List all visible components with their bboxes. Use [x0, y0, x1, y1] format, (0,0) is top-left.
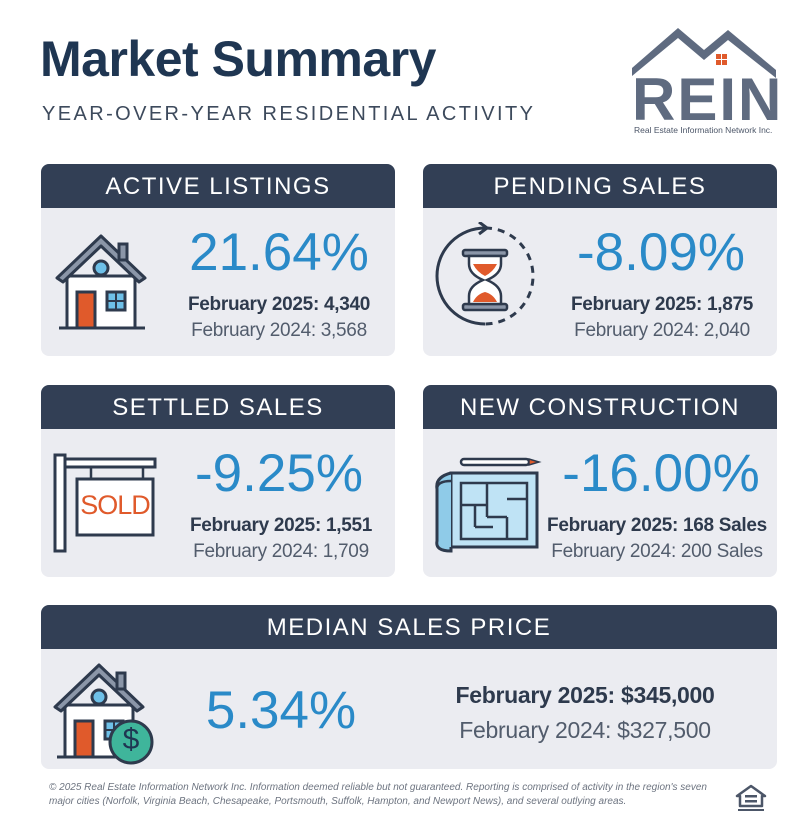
current-value: February 2025: $345,000 [435, 682, 735, 709]
percent-change: 5.34% [181, 684, 381, 737]
percent-change: -8.09% [553, 226, 769, 279]
card-pending-sales: PENDING SALES -8.09% February 2025: 1,87… [423, 164, 777, 356]
sold-sign-text: SOLD [78, 490, 152, 521]
percent-change: -9.25% [171, 447, 387, 500]
card-heading: PENDING SALES [423, 164, 777, 208]
card-heading: SETTLED SALES [41, 385, 395, 429]
logo-wordmark: REIN [632, 70, 783, 130]
card-new-construction: NEW CONSTRUCTION -16.00% February 2025: … [423, 385, 777, 577]
card-settled-sales: SETTLED SALES SOLD -9.25% February 2025:… [41, 385, 395, 577]
page-subtitle: YEAR-OVER-YEAR RESIDENTIAL ACTIVITY [42, 103, 535, 126]
hourglass-icon [433, 222, 537, 332]
footer-disclaimer: © 2025 Real Estate Information Network I… [49, 781, 729, 809]
previous-value: February 2024: $327,500 [435, 717, 735, 744]
previous-value: February 2024: 1,709 [167, 541, 395, 563]
card-heading: NEW CONSTRUCTION [423, 385, 777, 429]
house-icon [53, 230, 151, 334]
percent-change: 21.64% [171, 226, 387, 279]
blueprint-icon [431, 455, 543, 557]
previous-value: February 2024: 2,040 [551, 320, 773, 342]
card-heading: ACTIVE LISTINGS [41, 164, 395, 208]
card-active-listings: ACTIVE LISTINGS 21.64% February 2025: 4,… [41, 164, 395, 356]
card-median-sales-price: MEDIAN SALES PRICE $ 5.34% February 2025… [41, 605, 777, 769]
previous-value: February 2024: 3,568 [167, 320, 391, 342]
current-value: February 2025: 1,875 [551, 294, 773, 316]
page-title: Market Summary [40, 30, 436, 88]
equal-housing-icon [735, 784, 767, 814]
current-value: February 2025: 4,340 [167, 294, 391, 316]
dollar-coin-text: $ [116, 725, 146, 755]
logo-tagline: Real Estate Information Network Inc. [634, 125, 772, 135]
rein-logo: REIN Real Estate Information Network Inc… [630, 24, 780, 142]
percent-change: -16.00% [549, 447, 773, 500]
current-value: February 2025: 1,551 [167, 515, 395, 537]
card-heading: MEDIAN SALES PRICE [41, 605, 777, 649]
previous-value: February 2024: 200 Sales [541, 541, 773, 563]
current-value: February 2025: 168 Sales [541, 515, 773, 537]
